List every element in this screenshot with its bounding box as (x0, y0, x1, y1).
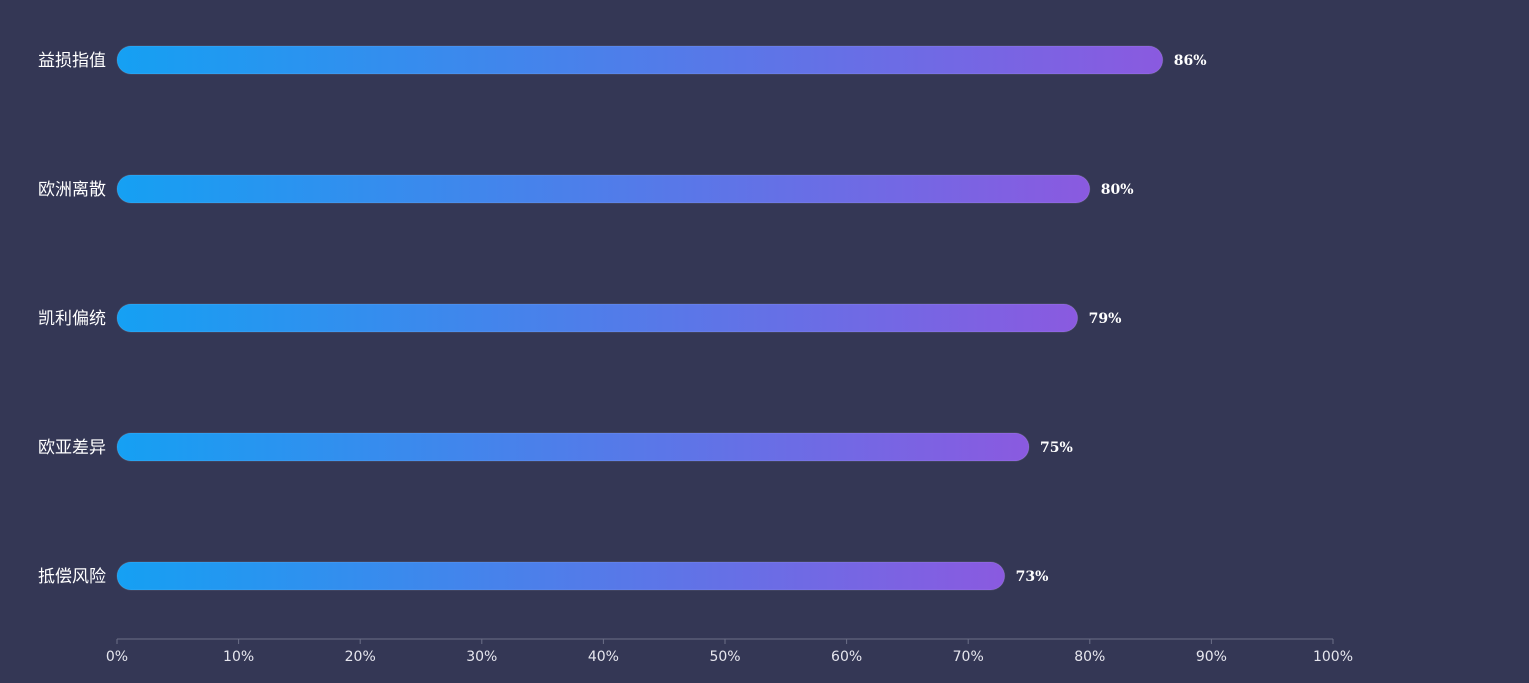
x-tick-label: 80% (1074, 649, 1105, 665)
bar (116, 174, 1091, 204)
bar-row: 欧亚差异 75% (38, 432, 1073, 462)
category-label: 益损指值 (38, 51, 106, 71)
bars-layer: 益损指值 86% 欧洲离散 80% 凯利偏统 79% 欧亚差异 75% 抵偿风险 73% (38, 45, 1207, 591)
value-label: 75% (1040, 440, 1073, 456)
category-label: 凯利偏统 (38, 309, 106, 329)
bar-row: 益损指值 86% (38, 45, 1207, 75)
value-label: 86% (1174, 53, 1207, 69)
x-tick-label: 0% (106, 649, 128, 665)
value-label: 73% (1016, 569, 1049, 585)
category-label: 欧亚差异 (38, 438, 106, 458)
x-tick-label: 60% (831, 649, 862, 665)
category-label: 欧洲离散 (38, 180, 106, 200)
value-label: 80% (1101, 182, 1134, 198)
x-tick-label: 10% (223, 649, 254, 665)
bar (116, 303, 1079, 333)
bar-row: 凯利偏统 79% (38, 303, 1122, 333)
x-axis: 0% 10% 20% 30% 40% 50% 60% 70% 80% 90% 100% (106, 638, 1353, 665)
bar (116, 561, 1006, 591)
x-tick-label: 70% (953, 649, 984, 665)
x-tick-label: 40% (588, 649, 619, 665)
x-tick-label: 50% (709, 649, 740, 665)
bar (116, 432, 1030, 462)
x-tick-label: 30% (466, 649, 497, 665)
bar-row: 抵偿风险 73% (38, 561, 1049, 591)
category-label: 抵偿风险 (38, 567, 106, 587)
value-label: 79% (1089, 311, 1122, 327)
x-tick-label: 100% (1313, 649, 1353, 665)
x-tick-label: 90% (1196, 649, 1227, 665)
bar (116, 45, 1164, 75)
x-tick-label: 20% (345, 649, 376, 665)
bar-row: 欧洲离散 80% (38, 174, 1134, 204)
